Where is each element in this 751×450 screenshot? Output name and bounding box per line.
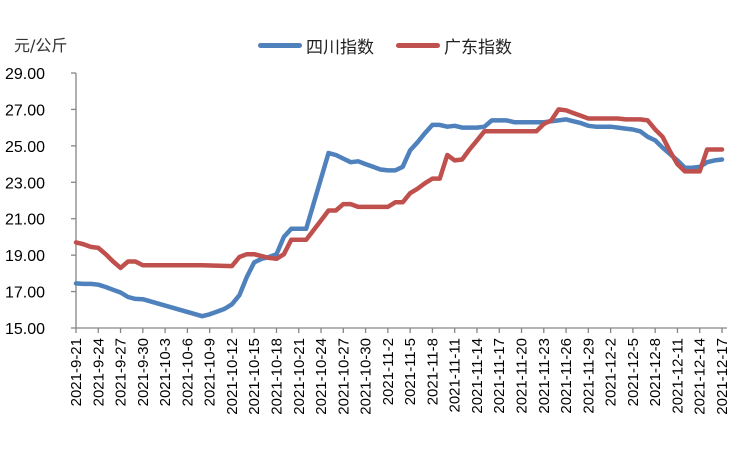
x-tick-label: 2021-11-5 — [402, 338, 419, 405]
x-tick-label: 2021-10-30 — [358, 338, 375, 415]
x-tick-label: 2021-12-17 — [714, 338, 731, 415]
x-tick-label: 2021-11-17 — [491, 338, 508, 414]
x-tick-label: 2021-9-24 — [90, 338, 107, 406]
x-tick-label: 2021-12-2 — [603, 338, 620, 406]
y-tick-label: 19.00 — [5, 248, 45, 265]
x-axis-ticks: 2021-9-21 2021-9-24 2021-9-27 2021-9-30 2021… — [68, 328, 731, 415]
x-tick-label: 2021-10-27 — [335, 338, 352, 415]
x-tick-label: 2021-9-27 — [113, 338, 130, 406]
legend-swatch-sichuan — [258, 43, 302, 48]
legend-swatch-guangdong — [396, 43, 440, 48]
x-tick-label: 2021-10-21 — [291, 338, 308, 415]
series-line-sichuan — [73, 117, 725, 319]
y-tick-label: 21.00 — [5, 212, 45, 229]
chart-series — [73, 107, 725, 319]
x-tick-label: 2021-11-26 — [558, 338, 575, 414]
y-tick-label: 27.00 — [5, 102, 45, 119]
x-tick-label: 2021-10-18 — [268, 338, 285, 415]
x-tick-label: 2021-11-11 — [447, 338, 464, 413]
x-tick-label: 2021-9-21 — [68, 338, 85, 406]
chart-legend: 四川指数 广东指数 — [258, 33, 534, 58]
x-tick-label: 2021-10-3 — [157, 338, 174, 406]
x-tick-label: 2021-12-8 — [647, 338, 664, 406]
y-tick-label: 25.00 — [5, 139, 45, 156]
legend-item-sichuan: 四川指数 — [258, 33, 374, 58]
x-tick-label: 2021-10-9 — [202, 338, 219, 406]
x-tick-label: 2021-10-12 — [224, 338, 241, 415]
y-axis-unit-label: 元/公斤 — [14, 36, 68, 55]
y-tick-label: 29.00 — [5, 66, 45, 83]
x-tick-label: 2021-10-6 — [179, 338, 196, 406]
y-axis-ticks: 15.00 17.00 19.00 21.00 23.00 25.00 27.00 29.00 — [5, 66, 76, 338]
y-tick-label: 23.00 — [5, 175, 45, 192]
legend-label-sichuan: 四川指数 — [306, 38, 374, 58]
x-tick-label: 2021-11-2 — [380, 338, 397, 405]
x-tick-label: 2021-12-14 — [692, 338, 709, 415]
x-tick-label: 2021-11-8 — [424, 338, 441, 405]
y-tick-label: 17.00 — [5, 285, 45, 302]
legend-label-guangdong: 广东指数 — [444, 38, 512, 58]
x-tick-label: 2021-11-23 — [536, 338, 553, 414]
x-tick-label: 2021-11-14 — [469, 338, 486, 414]
x-tick-label: 2021-9-30 — [135, 338, 152, 406]
x-tick-label: 2021-12-5 — [625, 338, 642, 406]
x-tick-label: 2021-11-20 — [514, 338, 531, 414]
x-tick-label: 2021-10-24 — [313, 338, 330, 415]
x-tick-label: 2021-10-15 — [246, 338, 263, 415]
x-tick-label: 2021-11-29 — [580, 338, 597, 414]
y-tick-label: 15.00 — [5, 321, 45, 338]
series-line-guangdong — [73, 107, 725, 271]
legend-item-guangdong: 广东指数 — [396, 33, 512, 58]
x-tick-label: 2021-12-11 — [669, 338, 686, 414]
